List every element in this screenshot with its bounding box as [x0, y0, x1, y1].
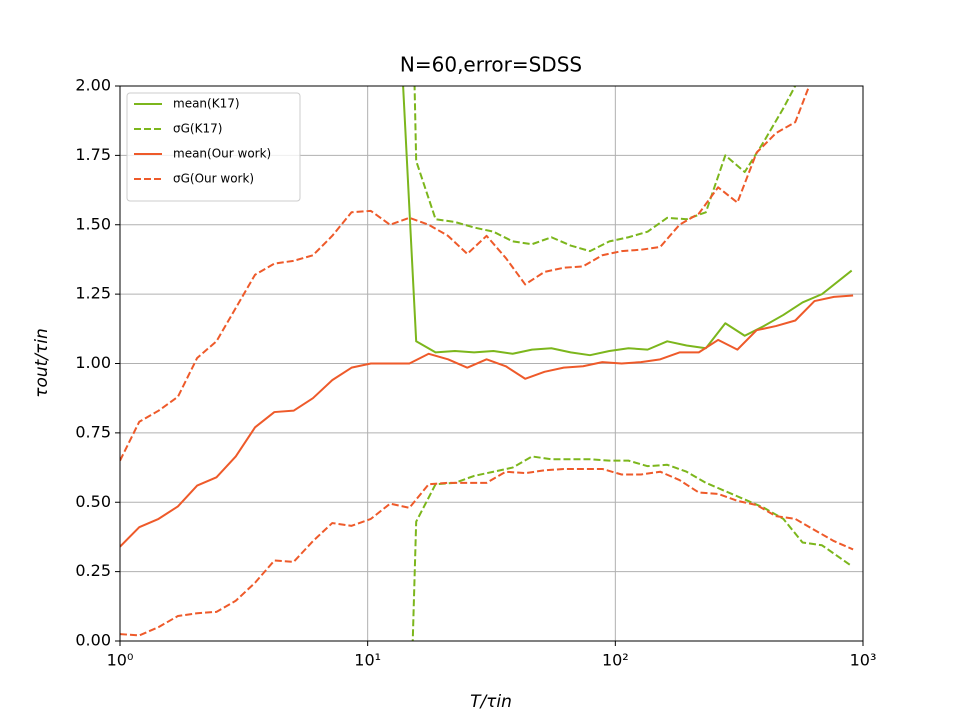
- series-line: [413, 86, 797, 253]
- legend-label: mean(Our work): [173, 147, 271, 161]
- y-tick-label: 1.50: [75, 214, 111, 233]
- legend-box: [126, 92, 301, 202]
- x-tick-label: 10¹: [354, 651, 381, 670]
- x-tick-label: 10⁰: [107, 651, 134, 670]
- y-tick-label: 1.00: [75, 353, 111, 372]
- legend-label: σG(K17): [173, 122, 222, 136]
- x-tick-label: 10³: [850, 651, 877, 670]
- x-tick-label: 10²: [602, 651, 629, 670]
- y-tick-label: 2.00: [75, 76, 111, 95]
- x-axis-label: T/τin: [470, 692, 512, 712]
- chart-title: N=60,error=SDSS: [400, 53, 582, 77]
- series-line: [402, 86, 853, 357]
- plot-area: [120, 86, 854, 641]
- y-tick-label: 1.25: [75, 284, 111, 303]
- series-line: [120, 294, 854, 548]
- axes-frame: [119, 85, 864, 642]
- y-tick-label: 0.50: [75, 492, 111, 511]
- y-tick-label: 0.00: [75, 631, 111, 650]
- y-axis-label: τout/τin: [32, 328, 52, 398]
- series-line: [411, 455, 853, 641]
- y-tick-label: 0.25: [75, 561, 111, 580]
- y-tick-label: 0.75: [75, 422, 111, 441]
- legend-label: σG(Our work): [173, 172, 254, 186]
- legend: mean(K17) σG(K17) mean(Our work) σG(Our wor…: [126, 92, 301, 202]
- series-line: [120, 86, 811, 462]
- series-line: [120, 467, 854, 637]
- legend-label: mean(K17): [173, 97, 240, 111]
- y-tick-label: 1.75: [75, 145, 111, 164]
